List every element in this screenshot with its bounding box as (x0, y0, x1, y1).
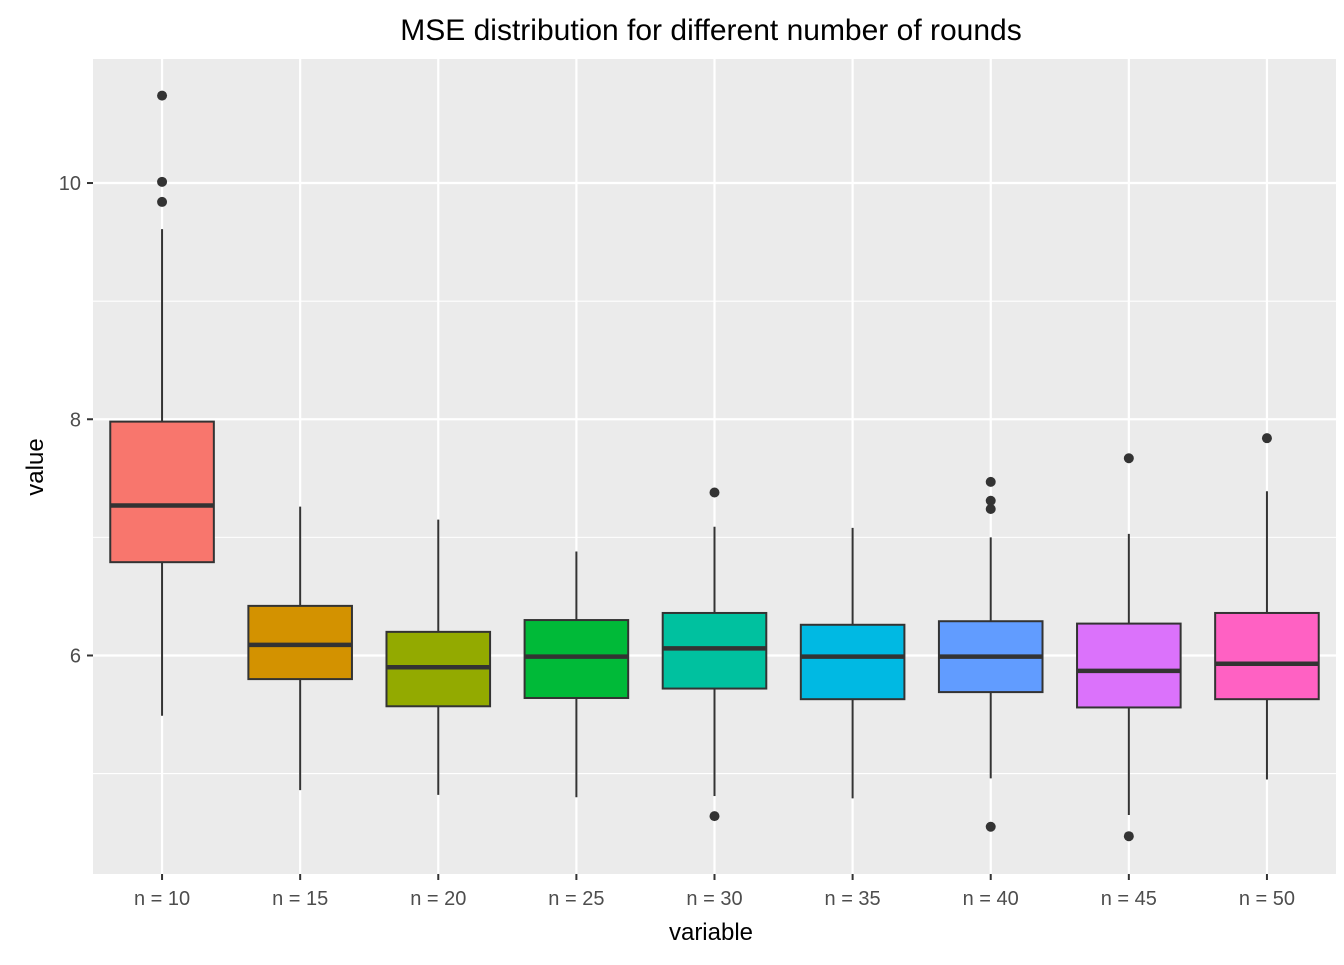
outlier-point (709, 811, 720, 822)
box-body (1214, 611, 1320, 701)
x-tick-label: n = 50 (1239, 888, 1295, 910)
box-group (247, 506, 353, 791)
outlier-point (1123, 453, 1134, 464)
x-tick-label: n = 45 (1101, 888, 1157, 910)
chart-title: MSE distribution for different number of… (400, 14, 1021, 47)
x-tick-label: n = 40 (963, 888, 1019, 910)
outlier-point (985, 504, 996, 515)
outlier-point (985, 476, 996, 487)
x-tick-label: n = 20 (410, 888, 466, 910)
x-tick-label: n = 15 (272, 888, 328, 910)
outlier-point (157, 196, 168, 207)
box-body (1076, 622, 1182, 709)
x-axis-title: variable (669, 919, 753, 946)
outlier-point (709, 487, 720, 498)
y-axis-title: value (22, 438, 49, 495)
box-group (661, 487, 768, 822)
outlier-point (985, 821, 996, 832)
outlier-point (1123, 831, 1134, 842)
x-tick-label: n = 30 (686, 888, 742, 910)
outlier-point (1261, 433, 1272, 444)
y-tick-label: 8 (70, 409, 81, 431)
boxes-layer (109, 90, 1320, 842)
box-group (1076, 453, 1182, 842)
outlier-point (985, 495, 996, 506)
box-body (247, 604, 353, 681)
y-tick-label: 10 (59, 173, 81, 195)
box-body (799, 623, 906, 701)
outlier-point (157, 90, 168, 101)
box-group (109, 90, 215, 716)
box-body (109, 420, 215, 564)
x-axis-ticks: n = 10 n = 15 n = 20 n = 25 n = 30 n = 35 n = … (134, 874, 1295, 910)
x-tick-label: n = 10 (134, 888, 190, 910)
x-tick-label: n = 25 (548, 888, 604, 910)
box-group (937, 476, 1044, 832)
y-tick-label: 6 (70, 645, 81, 667)
box-group (1214, 433, 1320, 780)
x-tick-label: n = 35 (825, 888, 881, 910)
box-group (799, 527, 906, 799)
box-body (661, 611, 768, 690)
box-group (385, 519, 492, 795)
y-axis-ticks: 6 8 10 (59, 173, 93, 667)
box-group (523, 551, 630, 798)
outlier-point (157, 176, 168, 187)
box-body (523, 619, 630, 700)
